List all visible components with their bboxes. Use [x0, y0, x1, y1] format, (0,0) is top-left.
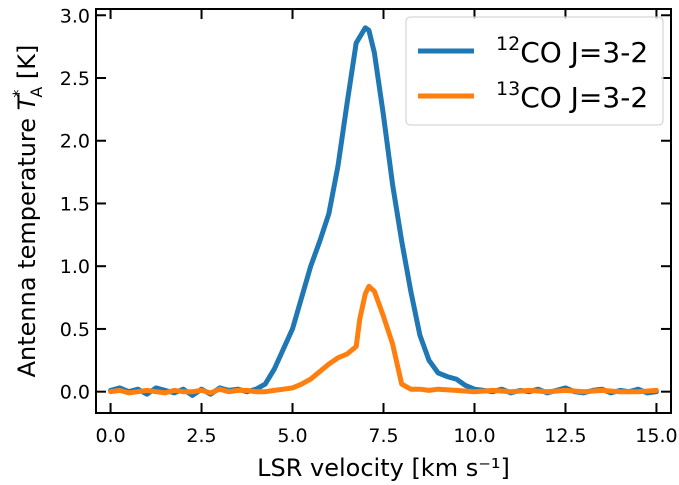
y-tick-label: 0.0	[60, 382, 90, 404]
x-tick-label: 2.5	[186, 425, 216, 447]
y-tick-label: 1.0	[60, 256, 90, 278]
x-tick-label: 10.0	[453, 425, 495, 447]
x-axis-label: LSR velocity [km s⁻¹]	[257, 454, 510, 482]
y-tick-label: 3.0	[60, 5, 90, 27]
x-tick-label: 5.0	[277, 425, 307, 447]
legend-label-12co: 12CO J=3-2	[496, 33, 648, 69]
x-tick-label: 7.5	[368, 425, 398, 447]
y-tick-label: 2.5	[60, 68, 90, 90]
plot-lines	[108, 25, 659, 398]
x-tick-label: 0.0	[95, 425, 125, 447]
y-tick-label: 0.5	[60, 319, 90, 341]
legend: 12CO J=3-2 13CO J=3-2	[405, 16, 664, 126]
y-tick-label: 2.0	[60, 131, 90, 153]
x-tick-label: 15.0	[635, 425, 677, 447]
y-axis-label: Antenna temperature T*A [K]	[9, 45, 46, 378]
x-tick-label: 12.5	[544, 425, 586, 447]
axis-ticks: 0.0 2.5 5.0 7.5 10.0 12.5 15.0 0.0 0.5 1.0 1.5 2.0 2…	[60, 5, 678, 447]
legend-label-13co: 13CO J=3-2	[496, 78, 648, 114]
y-tick-label: 1.5	[60, 193, 90, 215]
series-line-1	[108, 283, 659, 396]
plot-frame	[95, 8, 672, 414]
